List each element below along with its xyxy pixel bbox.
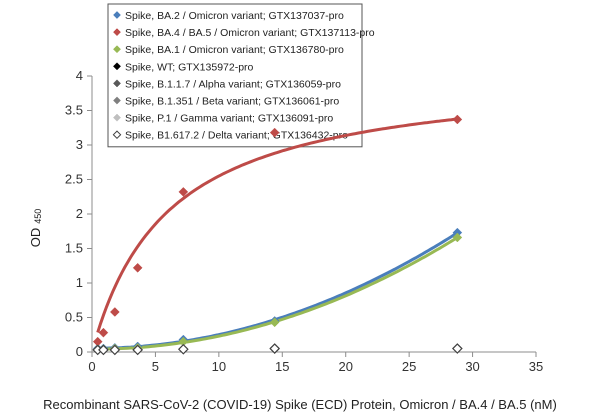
x-axis-title: Recombinant SARS-CoV-2 (COVID-19) Spike … <box>43 397 557 412</box>
y-tick-label: 4 <box>76 68 83 83</box>
legend-marker-series-3 <box>113 62 121 71</box>
data-points <box>92 114 463 356</box>
x-tick-label: 30 <box>465 359 479 374</box>
legend-box <box>107 3 363 148</box>
y-axis-title: OD450 <box>28 209 43 248</box>
x-tick-label: 25 <box>402 359 416 374</box>
y-tick-label: 1 <box>76 275 83 290</box>
x-tick-label: 15 <box>275 359 289 374</box>
y-tick-label: 3.5 <box>65 103 83 118</box>
data-point-series-7 <box>269 343 281 354</box>
legend-marker-series-1 <box>113 28 121 37</box>
legend-label-series-2: Spike, BA.1 / Omicron variant; GTX136780… <box>125 44 344 56</box>
legend-label-series-6: Spike, P.1 / Gamma variant; GTX136091-pr… <box>125 113 333 125</box>
trendlines <box>96 117 459 351</box>
data-point-series-7 <box>132 344 144 356</box>
data-point-series-1 <box>109 307 120 317</box>
data-point-series-1 <box>132 262 143 273</box>
data-point-series-7 <box>177 343 189 355</box>
data-point-series-7 <box>452 343 463 354</box>
legend-marker-series-5 <box>113 96 121 105</box>
legend-label-series-7: Spike, B1.617.2 / Delta variant; GTX1364… <box>125 130 348 142</box>
x-tick-label: 0 <box>88 359 95 374</box>
data-point-series-1 <box>178 187 189 197</box>
axes: 0 0.5 1 1.5 2 2.5 3 3.5 4 0 5 10 15 20 25 30 35 <box>65 68 543 374</box>
x-tick-label: 5 <box>152 359 159 374</box>
legend-label-series-0: Spike, BA.2 / Omicron variant; GTX137037… <box>125 10 344 22</box>
legend-marker-series-4 <box>113 79 121 88</box>
legend-label-series-1: Spike, BA.4 / BA.5 / Omicron variant; GT… <box>125 27 375 39</box>
data-point-series-1 <box>269 127 280 138</box>
data-point-series-2 <box>452 232 463 243</box>
legend-marker-series-6 <box>113 113 121 122</box>
data-point-series-1 <box>452 114 463 125</box>
y-tick-label: 3 <box>76 137 83 152</box>
y-tick-label: 1.5 <box>65 241 83 256</box>
trendline-series-0 <box>97 231 459 350</box>
x-tick-label: 10 <box>212 359 226 374</box>
trendline-series-1 <box>96 117 458 333</box>
y-tick-label: 2.5 <box>65 172 83 187</box>
x-tick-label: 35 <box>529 359 543 374</box>
y-tick-label: 2 <box>76 206 83 221</box>
legend: Spike, BA.2 / Omicron variant; GTX137037… <box>107 3 375 148</box>
legend-marker-series-7 <box>112 130 122 140</box>
legend-marker-series-2 <box>113 45 121 54</box>
data-point-series-1 <box>98 327 109 338</box>
legend-marker-series-0 <box>113 11 121 19</box>
data-point-series-7 <box>109 344 121 356</box>
data-point-series-2 <box>269 317 280 328</box>
y-tick-label: 0 <box>76 344 83 359</box>
legend-label-series-3: Spike, WT; GTX135972-pro <box>125 61 254 73</box>
y-tick-label: 0.5 <box>65 310 83 325</box>
legend-label-series-5: Spike, B.1.351 / Beta variant; GTX136061… <box>125 96 339 108</box>
legend-label-series-4: Spike, B.1.1.7 / Alpha variant; GTX13605… <box>125 78 341 90</box>
data-point-series-7 <box>98 344 109 356</box>
trendline-series-2 <box>97 236 459 351</box>
x-tick-label: 20 <box>338 359 352 374</box>
